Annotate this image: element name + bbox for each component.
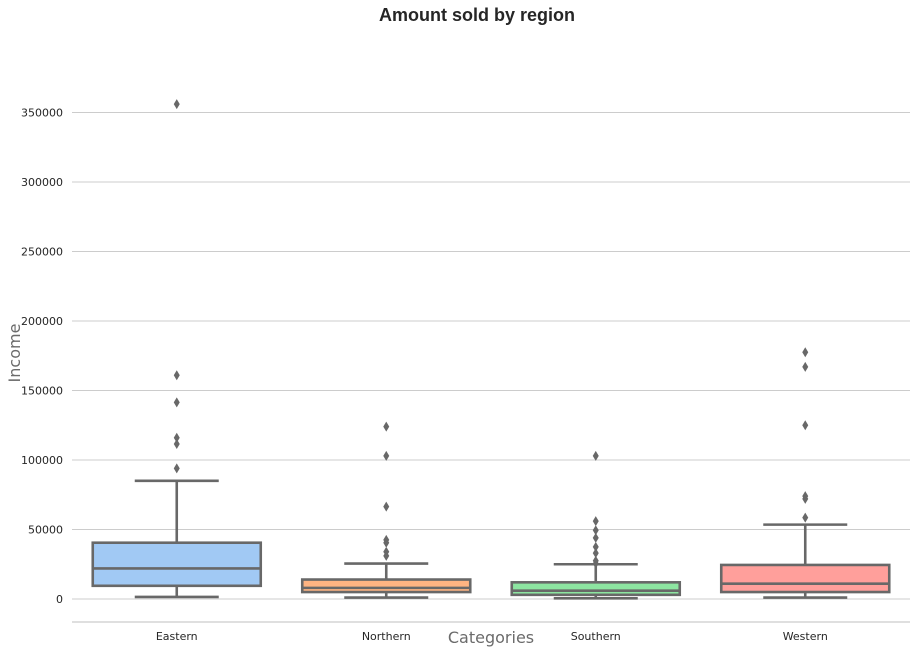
y-tick-label: 50000 [28, 524, 63, 537]
outlier-point [383, 421, 390, 432]
x-tick-label: Southern [571, 630, 621, 643]
x-tick-label: Northern [362, 630, 411, 643]
outlier-point [383, 501, 390, 512]
iqr-box [91, 541, 263, 588]
box-eastern [91, 99, 263, 599]
iqr-box [300, 578, 472, 594]
outlier-point [173, 432, 180, 443]
y-tick-label: 350000 [21, 107, 63, 120]
outlier-point [592, 450, 599, 461]
outlier-point [592, 558, 599, 569]
outlier-point [383, 537, 390, 548]
outlier-point [592, 525, 599, 536]
outlier-point [173, 370, 180, 381]
gridlines [72, 112, 910, 600]
x-axis-label: Categories [448, 628, 534, 647]
iqr-box [510, 581, 682, 597]
y-tick-label: 200000 [21, 315, 63, 328]
y-tick-label: 150000 [21, 385, 63, 398]
outlier-point [802, 361, 809, 372]
outlier-point [592, 516, 599, 527]
y-tick-label: 100000 [21, 454, 63, 467]
y-axis-ticks: 0 50000 100000 150000 200000 250000 300000 3500… [21, 107, 63, 607]
outlier-point [173, 463, 180, 474]
outlier-point [802, 512, 809, 523]
outlier-point [802, 493, 809, 504]
outlier-point [592, 548, 599, 559]
boxes [91, 99, 891, 600]
outlier-point [802, 347, 809, 358]
outlier-point [802, 420, 809, 431]
y-tick-label: 0 [56, 593, 63, 606]
outlier-point [592, 532, 599, 543]
x-axis-ticks: Eastern Northern Southern Western [156, 630, 828, 643]
y-tick-label: 300000 [21, 176, 63, 189]
x-tick-label: Western [783, 630, 828, 643]
y-axis-label: Income [5, 324, 24, 383]
outlier-point [383, 450, 390, 461]
box-southern [510, 450, 682, 600]
outlier-point [173, 397, 180, 408]
outlier-point [592, 541, 599, 552]
outlier-point [173, 439, 180, 450]
box-northern [300, 421, 472, 599]
y-tick-label: 250000 [21, 246, 63, 259]
chart-title: Amount sold by region [379, 5, 575, 25]
outlier-point [383, 550, 390, 561]
box-western [719, 347, 891, 599]
x-tick-label: Eastern [156, 630, 198, 643]
outlier-point [173, 99, 180, 110]
iqr-box [719, 563, 891, 594]
